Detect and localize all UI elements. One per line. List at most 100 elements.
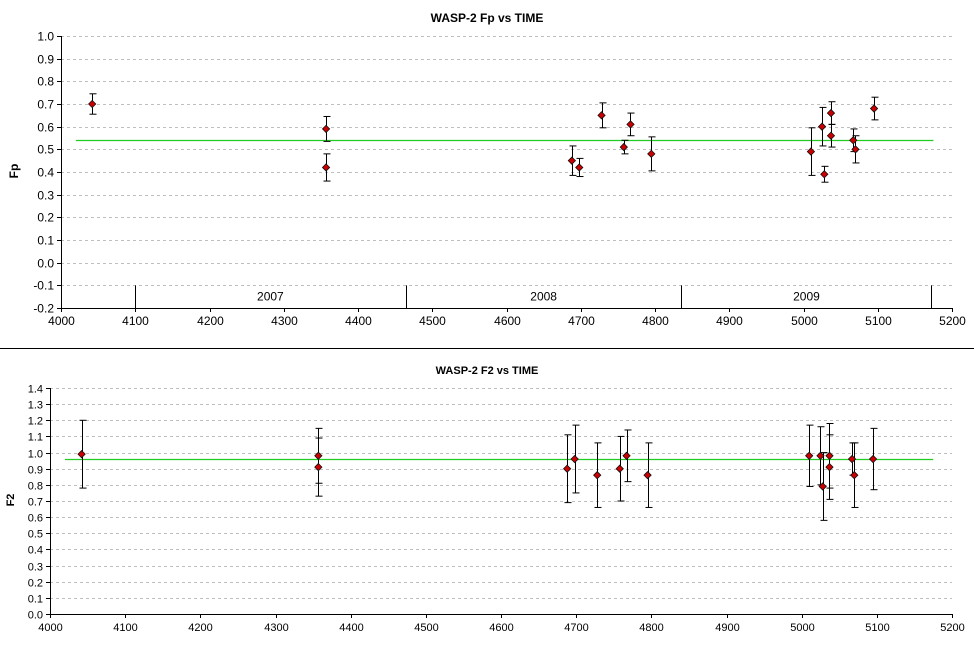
fp-x-tick-label: 4000	[48, 314, 75, 328]
f2-data-point	[562, 464, 572, 473]
f2-x-tick-label: 4000	[38, 622, 62, 634]
f2-data-point	[850, 471, 859, 480]
f2-chart-title: WASP-2 F2 vs TIME	[436, 365, 539, 377]
f2-x-tick-label: 4900	[715, 622, 739, 634]
f2-data-point	[622, 451, 631, 460]
fp-x-tick-label: 4900	[716, 314, 743, 328]
f2-y-tick-label: 0.5	[28, 529, 43, 541]
fp-x-tick-label: 5000	[791, 314, 818, 328]
f2-x-tick-label: 4600	[489, 622, 513, 634]
fp-data-point	[826, 108, 836, 118]
fp-y-axis-label: Fp	[7, 164, 21, 179]
f2-chart: WASP-2 F2 vs TIME F2 0.0 0.1 0.2 0.3 0.4 0.5 0…	[5, 365, 965, 634]
fp-data-point	[849, 136, 858, 145]
fp-data-point	[88, 99, 97, 109]
f2-y-axis-label: F2	[5, 494, 17, 507]
f2-x-tick-label: 5200	[940, 622, 964, 634]
f2-data-point	[615, 464, 624, 473]
f2-x-tick-label: 4300	[264, 622, 288, 634]
fp-year-label: 2009	[793, 290, 820, 304]
f2-data-point	[818, 482, 827, 491]
fp-x-tick-label: 4100	[122, 314, 149, 328]
f2-tick-labels: 0.0 0.1 0.2 0.3 0.4 0.5 0.6 0.7 0.8 0.9 1.0 1.1 1.2 1…	[28, 384, 965, 635]
f2-y-tick-label: 0.9	[28, 465, 43, 477]
fp-x-tick-label: 4300	[271, 314, 298, 328]
fp-y-tick-label: 0.4	[37, 166, 54, 180]
f2-data-point	[593, 471, 602, 480]
fp-y-tick-label: 0.8	[37, 75, 54, 89]
fp-y-tick-label: 0.7	[37, 98, 54, 112]
fp-data-point	[321, 124, 331, 134]
f2-x-tick-label: 4100	[113, 622, 137, 634]
f2-grid	[50, 388, 952, 599]
f2-y-tick-label: 1.1	[28, 432, 43, 444]
f2-x-tick-label: 4200	[188, 622, 212, 634]
f2-y-tick-label: 0.3	[28, 562, 43, 574]
f2-data-point	[868, 454, 878, 464]
f2-data-point	[314, 451, 323, 460]
fp-data-point	[806, 147, 816, 156]
fp-y-tick-label: -0.1	[33, 279, 54, 293]
f2-y-tick-label: 1.3	[28, 400, 43, 412]
fp-y-tick-label: 0.3	[37, 189, 54, 203]
f2-data-point	[570, 454, 579, 464]
f2-y-tick-label: 0.6	[28, 513, 43, 525]
fp-x-tick-label: 4800	[642, 314, 669, 328]
f2-data-point	[77, 450, 86, 459]
f2-data-point	[643, 471, 652, 480]
f2-x-tick-label: 4700	[564, 622, 588, 634]
f2-axes	[46, 388, 953, 618]
fp-data-point	[321, 163, 331, 172]
f2-data-point	[314, 462, 323, 472]
fp-data-point	[817, 122, 827, 131]
f2-y-tick-label: 0.0	[28, 610, 43, 622]
fp-data-points	[88, 99, 879, 179]
fp-error-bars	[89, 93, 879, 183]
fp-x-tick-label: 4400	[345, 314, 372, 328]
f2-x-tick-label: 5100	[865, 622, 889, 634]
fp-data-point	[597, 111, 606, 120]
fp-data-point	[851, 145, 860, 154]
fp-data-point	[826, 131, 836, 140]
fp-data-point	[567, 156, 577, 165]
fp-data-point	[647, 149, 656, 159]
f2-data-point	[825, 462, 834, 472]
f2-data-point	[825, 451, 834, 460]
fp-y-tick-label: 1.0	[37, 30, 54, 44]
fp-axes	[57, 36, 953, 312]
f2-data-points	[77, 450, 878, 491]
fp-data-point	[626, 120, 635, 129]
fp-year-label: 2008	[530, 290, 557, 304]
f2-y-tick-label: 0.4	[28, 545, 43, 557]
f2-y-tick-label: 0.1	[28, 594, 43, 606]
fp-data-point	[820, 170, 829, 179]
f2-data-point	[816, 451, 825, 460]
fp-year-markers: 2007 2008 2009	[135, 285, 932, 308]
fp-y-tick-label: 0.1	[37, 234, 54, 248]
fp-year-label: 2007	[257, 290, 284, 304]
fp-x-tick-label: 4600	[494, 314, 521, 328]
f2-data-point	[847, 454, 857, 464]
f2-y-tick-label: 0.8	[28, 481, 43, 493]
fp-y-tick-label: -0.2	[33, 302, 54, 316]
f2-y-tick-label: 1.0	[28, 449, 43, 461]
fp-y-tick-label: 0.9	[37, 53, 54, 67]
f2-y-tick-label: 1.2	[28, 416, 43, 428]
fp-y-tick-label: 0.6	[37, 121, 54, 135]
fp-x-tick-label: 4700	[568, 314, 595, 328]
fp-y-tick-label: 0.5	[37, 143, 54, 157]
f2-x-tick-label: 4800	[639, 622, 663, 634]
fp-x-tick-label: 5100	[865, 314, 892, 328]
fp-data-point	[619, 142, 628, 152]
f2-x-tick-label: 4500	[414, 622, 438, 634]
fp-x-tick-label: 4200	[197, 314, 224, 328]
f2-data-point	[805, 451, 814, 460]
f2-x-tick-label: 4400	[339, 622, 363, 634]
fp-data-point	[575, 163, 584, 172]
fp-chart: WASP-2 Fp vs TIME Fp 2007 2008 2009 -0.2-0…	[7, 11, 966, 328]
f2-y-tick-label: 1.4	[28, 384, 43, 396]
f2-y-tick-label: 0.2	[28, 578, 43, 590]
f2-x-tick-label: 5000	[790, 622, 814, 634]
